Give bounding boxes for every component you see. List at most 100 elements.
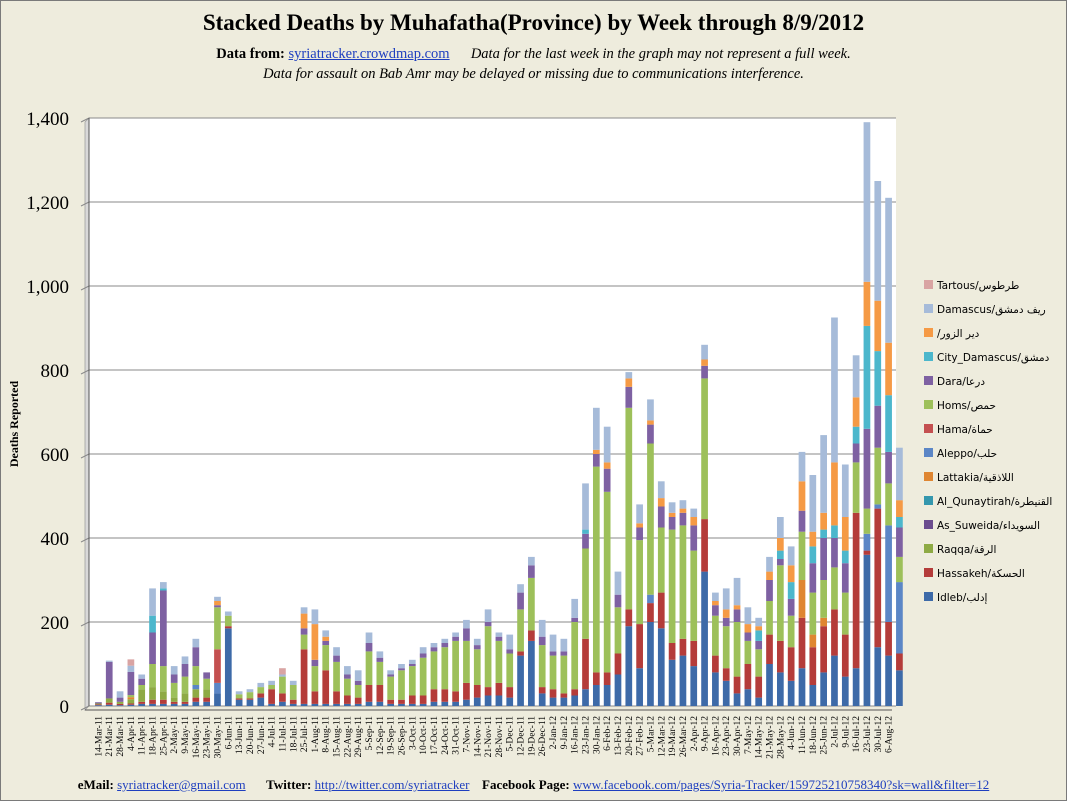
chart-title: Stacked Deaths by Muhafatha(Province) by…: [202, 10, 865, 35]
bar-segment: [105, 661, 113, 699]
bar-segment: [690, 525, 698, 551]
x-tick-label: 18-Jul-11: [289, 716, 299, 752]
data-source-link[interactable]: syriatracker.crowdmap.com: [288, 46, 450, 62]
bar-segment: [701, 378, 708, 520]
bar-segment: [452, 691, 459, 702]
bar-segment: [592, 672, 600, 685]
bar-segment: [690, 517, 698, 526]
bar-segment: [463, 699, 470, 706]
bar-segment: [528, 556, 535, 566]
bar-segment: [809, 685, 817, 706]
bar-segment: [246, 689, 254, 693]
bar-segment: [571, 617, 579, 622]
bar-segment: [473, 638, 481, 646]
x-tick-label: 14-Mar-11: [94, 716, 104, 757]
bar-segment: [722, 588, 730, 610]
x-tick-label: 7-Nov-11: [462, 716, 472, 753]
bar-segment: [127, 659, 135, 666]
x-tick-label: 7-May-12: [744, 716, 754, 754]
facebook-link[interactable]: www.facebook.com/pages/Syria-Tracker/159…: [573, 777, 990, 792]
bar-segment: [506, 697, 514, 706]
bar-segment: [268, 685, 275, 690]
bar-segment: [896, 556, 903, 583]
legend-label: Hama/حماة: [937, 424, 993, 436]
bar-segment: [192, 701, 200, 706]
twitter-link[interactable]: http://twitter.com/syriatracker: [314, 777, 470, 792]
bar-segment: [116, 703, 124, 706]
bar-segment: [809, 531, 817, 547]
gridline-depth: [80, 369, 90, 375]
bar-segment: [582, 689, 589, 706]
bar-segment: [127, 703, 135, 705]
bar-segment: [787, 615, 795, 648]
bar-segment: [755, 649, 763, 677]
bar-segment: [279, 674, 286, 677]
bar-segment: [181, 701, 189, 704]
bar-segment: [560, 638, 568, 652]
bar-segment: [289, 699, 297, 704]
bar-segment: [138, 674, 146, 679]
bar-segment: [495, 636, 503, 641]
twitter-label: Twitter:: [266, 777, 312, 792]
bar-segment: [116, 691, 124, 698]
bar-segment: [430, 701, 438, 706]
email-link[interactable]: syriatracker@gmail.com: [117, 777, 246, 792]
bar-segment: [874, 647, 882, 706]
bar-segment: [733, 622, 741, 677]
bar-segment: [647, 424, 654, 444]
bar-segment: [95, 702, 102, 704]
bar-segment: [300, 607, 308, 614]
x-tick-label: 11-Apr-11: [138, 716, 148, 755]
bar-segment: [528, 630, 535, 641]
legend-swatch: [924, 592, 933, 601]
bar-segment: [820, 580, 827, 618]
bar-segment: [679, 512, 687, 526]
bar-segment: [192, 666, 200, 685]
bar-segment: [722, 626, 730, 669]
bar-segment: [571, 622, 579, 690]
x-tick-label: 16-Jan-12: [571, 716, 581, 754]
bar-segment: [831, 538, 838, 568]
bar-segment: [863, 325, 871, 429]
bar-segment: [549, 689, 557, 698]
bar-segment: [224, 615, 232, 627]
bar-segment: [376, 657, 384, 662]
bar-segment: [105, 660, 113, 662]
x-tick-label: 2-Jan-12: [549, 716, 559, 749]
gridline-depth: [80, 285, 90, 291]
x-tick-label: 16-Apr-12: [711, 716, 721, 756]
bar-segment: [831, 462, 838, 526]
bar-segment: [387, 676, 395, 700]
bar-segment: [885, 525, 892, 622]
bar-segment: [300, 613, 308, 629]
x-tick-label: 10-Oct-11: [419, 716, 429, 755]
x-tick-label: 28-May-12: [776, 716, 786, 759]
bar-segment: [160, 703, 167, 706]
x-tick-label: 19-Dec-11: [527, 716, 537, 757]
bar-segment: [841, 550, 849, 564]
bar-segment: [896, 582, 903, 654]
x-tick-label: 13-Feb-12: [614, 716, 624, 756]
bar-segment: [744, 664, 752, 690]
bar-segment: [766, 664, 773, 706]
bar-segment: [311, 666, 319, 692]
bar-segment: [787, 546, 795, 566]
bar-segment: [863, 550, 871, 555]
bar-segment: [874, 300, 882, 352]
bar-segment: [463, 682, 470, 700]
bar-segment: [841, 563, 849, 593]
bar-segment: [430, 651, 438, 690]
bar-segment: [592, 466, 600, 673]
bar-segment: [863, 428, 871, 509]
bar-segment: [636, 527, 643, 541]
bar-segment: [517, 655, 524, 706]
x-tick-label: 25-Jun-12: [820, 716, 830, 755]
bar-segment: [798, 531, 806, 580]
bar-segment: [181, 703, 189, 706]
bar-segment: [116, 701, 124, 704]
bar-segment: [733, 609, 741, 622]
bar-segment: [852, 397, 860, 427]
bar-segment: [181, 656, 189, 664]
bar-segment: [776, 517, 784, 538]
bar-segment: [300, 703, 308, 706]
